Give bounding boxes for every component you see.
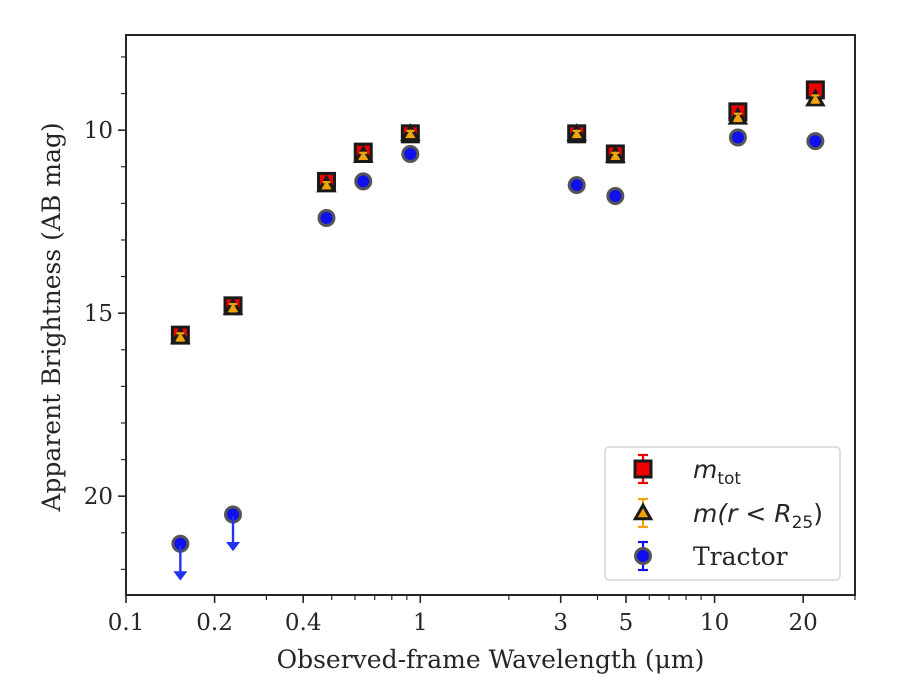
x-tick-label: 20	[789, 610, 818, 636]
x-tick-label: 1	[413, 610, 428, 636]
legend-marker-triangle	[632, 502, 654, 521]
legend-marker-circle	[634, 547, 652, 565]
legend-entry-triangle: m(r < R25)	[632, 497, 823, 533]
major-ticks: 0.1 0.2 0.4 1 3 5 10 20 10 15 20	[84, 118, 818, 636]
legend-box	[604, 446, 841, 581]
legend: mtot m(r < R25) Tractor	[604, 446, 841, 581]
series-square	[170, 80, 825, 345]
upper-limit-arrowhead	[173, 571, 188, 581]
legend-entry-circle: Tractor	[634, 540, 788, 572]
upper-limit-arrowhead	[226, 541, 241, 552]
legend-label: Tractor	[693, 542, 788, 571]
legend-label: mtot	[693, 455, 741, 489]
legend-entry-square: mtot	[633, 453, 741, 489]
y-axis-label: Apparent Brightness (AB mag)	[37, 122, 66, 512]
legend-label: m(r < R25)	[693, 499, 823, 533]
legend-marker-square	[633, 459, 653, 479]
x-tick-label: 3	[553, 610, 568, 636]
plot-frame	[125, 34, 856, 596]
y-tick-label: 10	[84, 118, 113, 144]
series-layer	[170, 80, 826, 581]
x-tick-label: 0.1	[108, 610, 145, 636]
y-tick-label: 20	[84, 484, 113, 510]
series-circle	[171, 128, 825, 581]
x-axis-label: Observed-frame Wavelength (μm)	[277, 645, 705, 674]
x-tick-label: 10	[700, 610, 729, 636]
x-tick-label: 0.2	[196, 610, 233, 636]
y-tick-label: 15	[84, 301, 113, 327]
series-triangle	[170, 88, 826, 345]
x-tick-label: 5	[619, 610, 634, 636]
x-tick-label: 0.4	[285, 610, 322, 636]
